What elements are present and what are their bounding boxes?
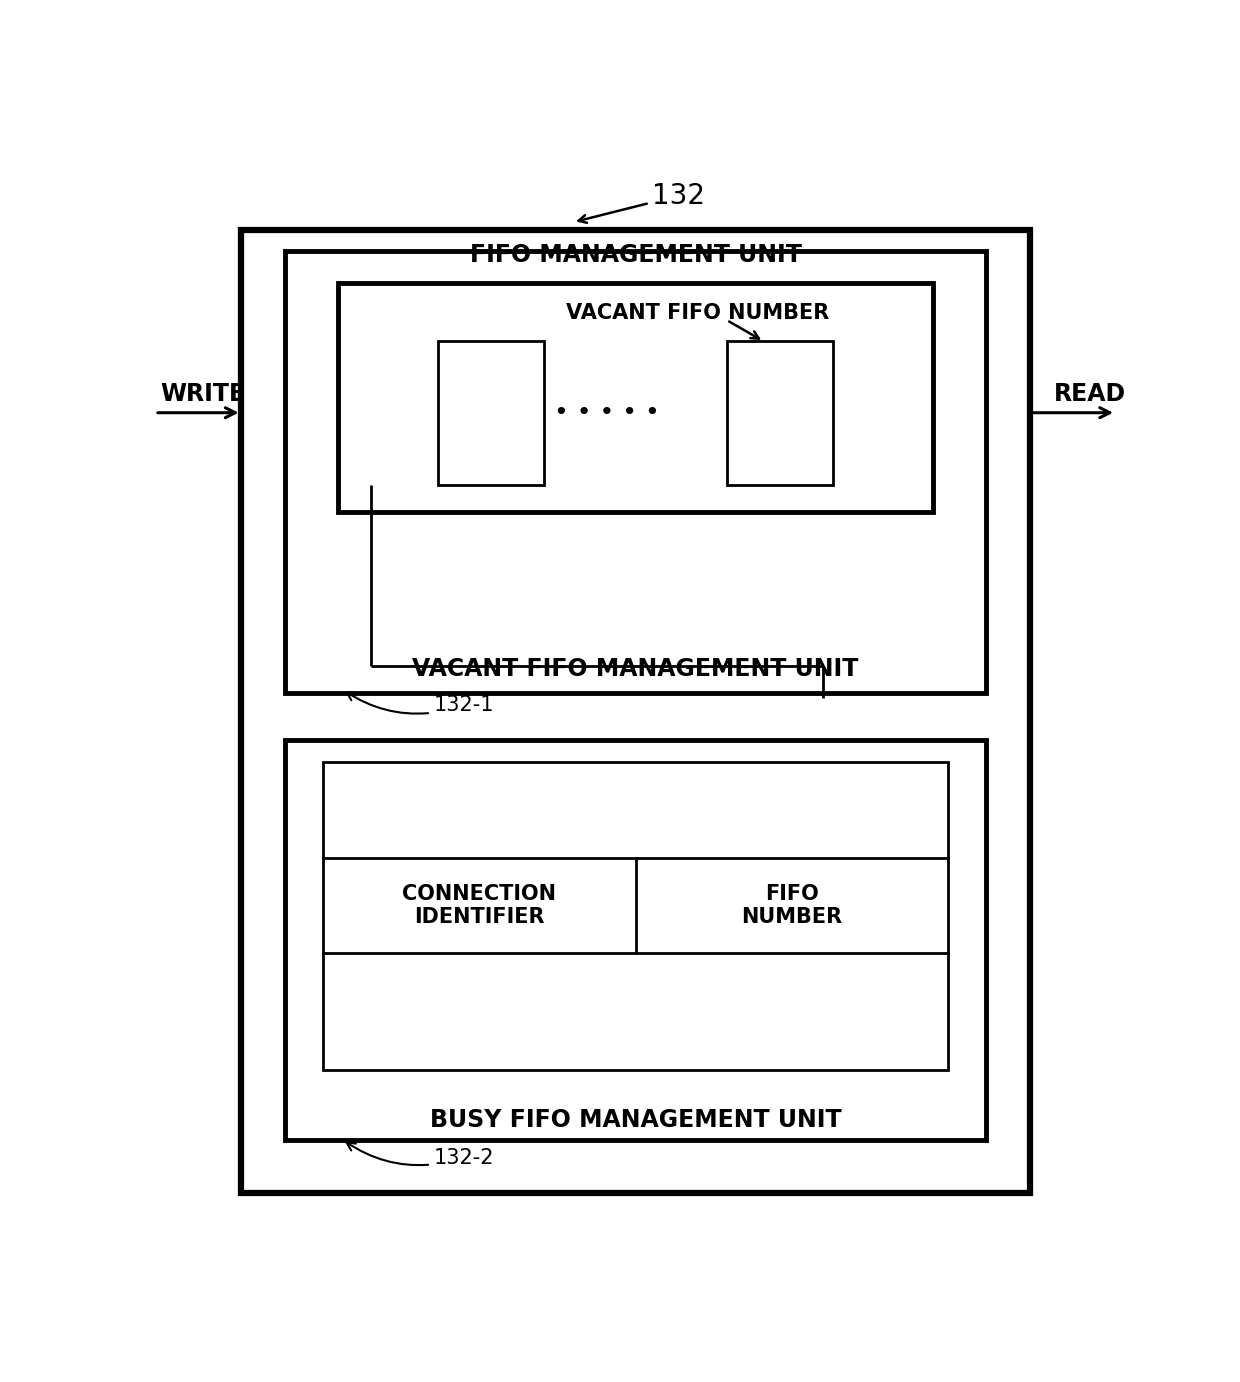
- Text: FIFO MANAGEMENT UNIT: FIFO MANAGEMENT UNIT: [470, 243, 801, 267]
- Text: CONNECTION
IDENTIFIER: CONNECTION IDENTIFIER: [402, 884, 557, 927]
- Bar: [439, 341, 544, 485]
- Bar: [285, 252, 986, 692]
- Text: • • • • •: • • • • •: [554, 401, 660, 424]
- Text: VACANT FIFO NUMBER: VACANT FIFO NUMBER: [567, 303, 830, 322]
- Text: 132-2: 132-2: [347, 1143, 495, 1168]
- Text: VACANT FIFO MANAGEMENT UNIT: VACANT FIFO MANAGEMENT UNIT: [413, 658, 858, 681]
- Text: WRITE: WRITE: [160, 381, 246, 405]
- Bar: [285, 741, 986, 1140]
- Text: READ: READ: [1054, 381, 1126, 405]
- Text: BUSY FIFO MANAGEMENT UNIT: BUSY FIFO MANAGEMENT UNIT: [430, 1108, 841, 1132]
- Text: 132-1: 132-1: [347, 692, 495, 716]
- Bar: [324, 761, 947, 1071]
- Text: FIFO
NUMBER: FIFO NUMBER: [742, 884, 842, 927]
- Bar: [242, 229, 1029, 1193]
- Bar: [727, 341, 832, 485]
- Bar: [337, 283, 934, 511]
- Text: 132: 132: [578, 181, 706, 223]
